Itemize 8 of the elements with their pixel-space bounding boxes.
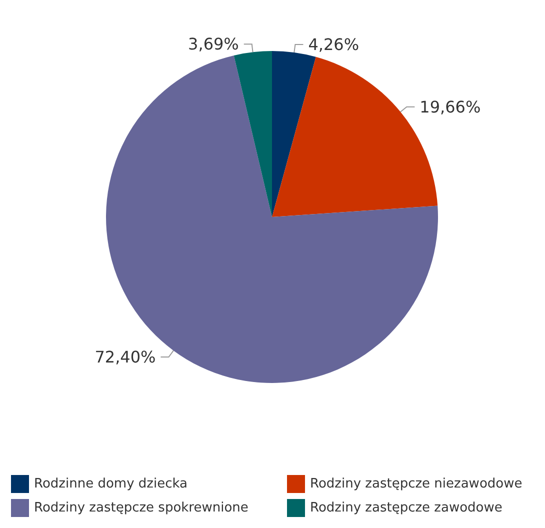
legend-label: Rodziny zastępcze spokrewnione — [34, 500, 248, 516]
legend-label: Rodziny zastępcze niezawodowe — [310, 476, 522, 492]
data-label: 19,66% — [420, 97, 481, 116]
legend-label: Rodzinne domy dziecka — [34, 476, 188, 492]
legend-label: Rodziny zastępcze zawodowe — [310, 500, 502, 516]
data-label: 3,69% — [188, 34, 239, 54]
data-label: 4,26% — [308, 35, 360, 54]
data-label: 72,40% — [94, 348, 156, 367]
